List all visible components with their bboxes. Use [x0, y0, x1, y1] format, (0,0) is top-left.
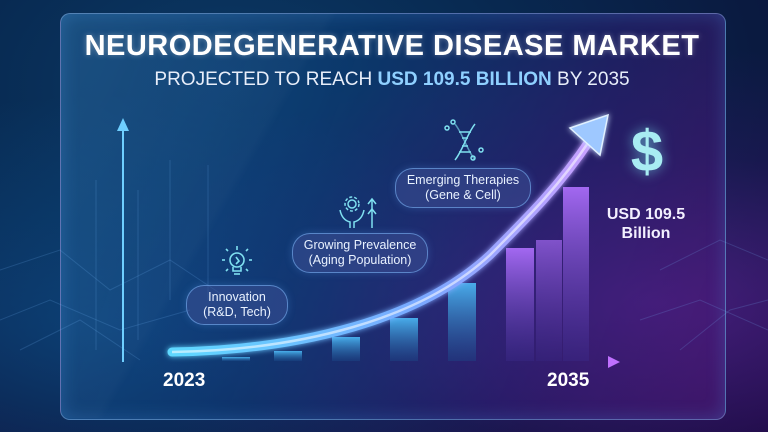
market-value-callout: USD 109.5 Billion	[596, 205, 696, 243]
callout-line2: Billion	[621, 225, 671, 242]
subtitle-suffix: BY 2035	[551, 69, 630, 90]
growth-arrow-highlight	[171, 139, 592, 354]
driver-line2: (R&D, Tech)	[203, 305, 271, 319]
page-title: NEURODEGENERATIVE DISEASE MARKET	[84, 30, 700, 62]
driver-innovation: Innovation (R&D, Tech)	[186, 285, 288, 325]
dollar-icon: $	[630, 119, 664, 184]
driver-line1: Innovation	[208, 290, 266, 304]
driver-line1: Emerging Therapies	[406, 173, 520, 187]
bars	[222, 187, 589, 361]
x-axis-arrowhead	[608, 356, 620, 368]
driver-line2: (Aging Population)	[308, 253, 412, 267]
driver-line1: Growing Prevalence	[303, 238, 417, 252]
lightbulb-icon	[222, 246, 252, 275]
subtitle-prefix: PROJECTED TO REACH	[154, 69, 378, 90]
driver-prevalence: Growing Prevalence (Aging Population)	[292, 233, 428, 273]
network-lines	[0, 160, 768, 361]
subtitle: PROJECTED TO REACH USD 109.5 BILLION BY …	[60, 69, 724, 91]
dna-icon	[444, 119, 484, 161]
y-axis-arrowhead	[117, 118, 129, 131]
callout-line1: USD 109.5	[606, 206, 686, 223]
hands-gear-growth-icon	[339, 196, 377, 228]
growth-arrowhead	[568, 113, 609, 157]
x-axis-end-label: 2035	[547, 370, 590, 391]
driver-therapies: Emerging Therapies (Gene & Cell)	[395, 168, 531, 208]
subtitle-highlight: USD 109.5 BILLION	[377, 69, 552, 90]
driver-line2: (Gene & Cell)	[425, 188, 501, 202]
x-axis-start-label: 2023	[163, 370, 206, 391]
